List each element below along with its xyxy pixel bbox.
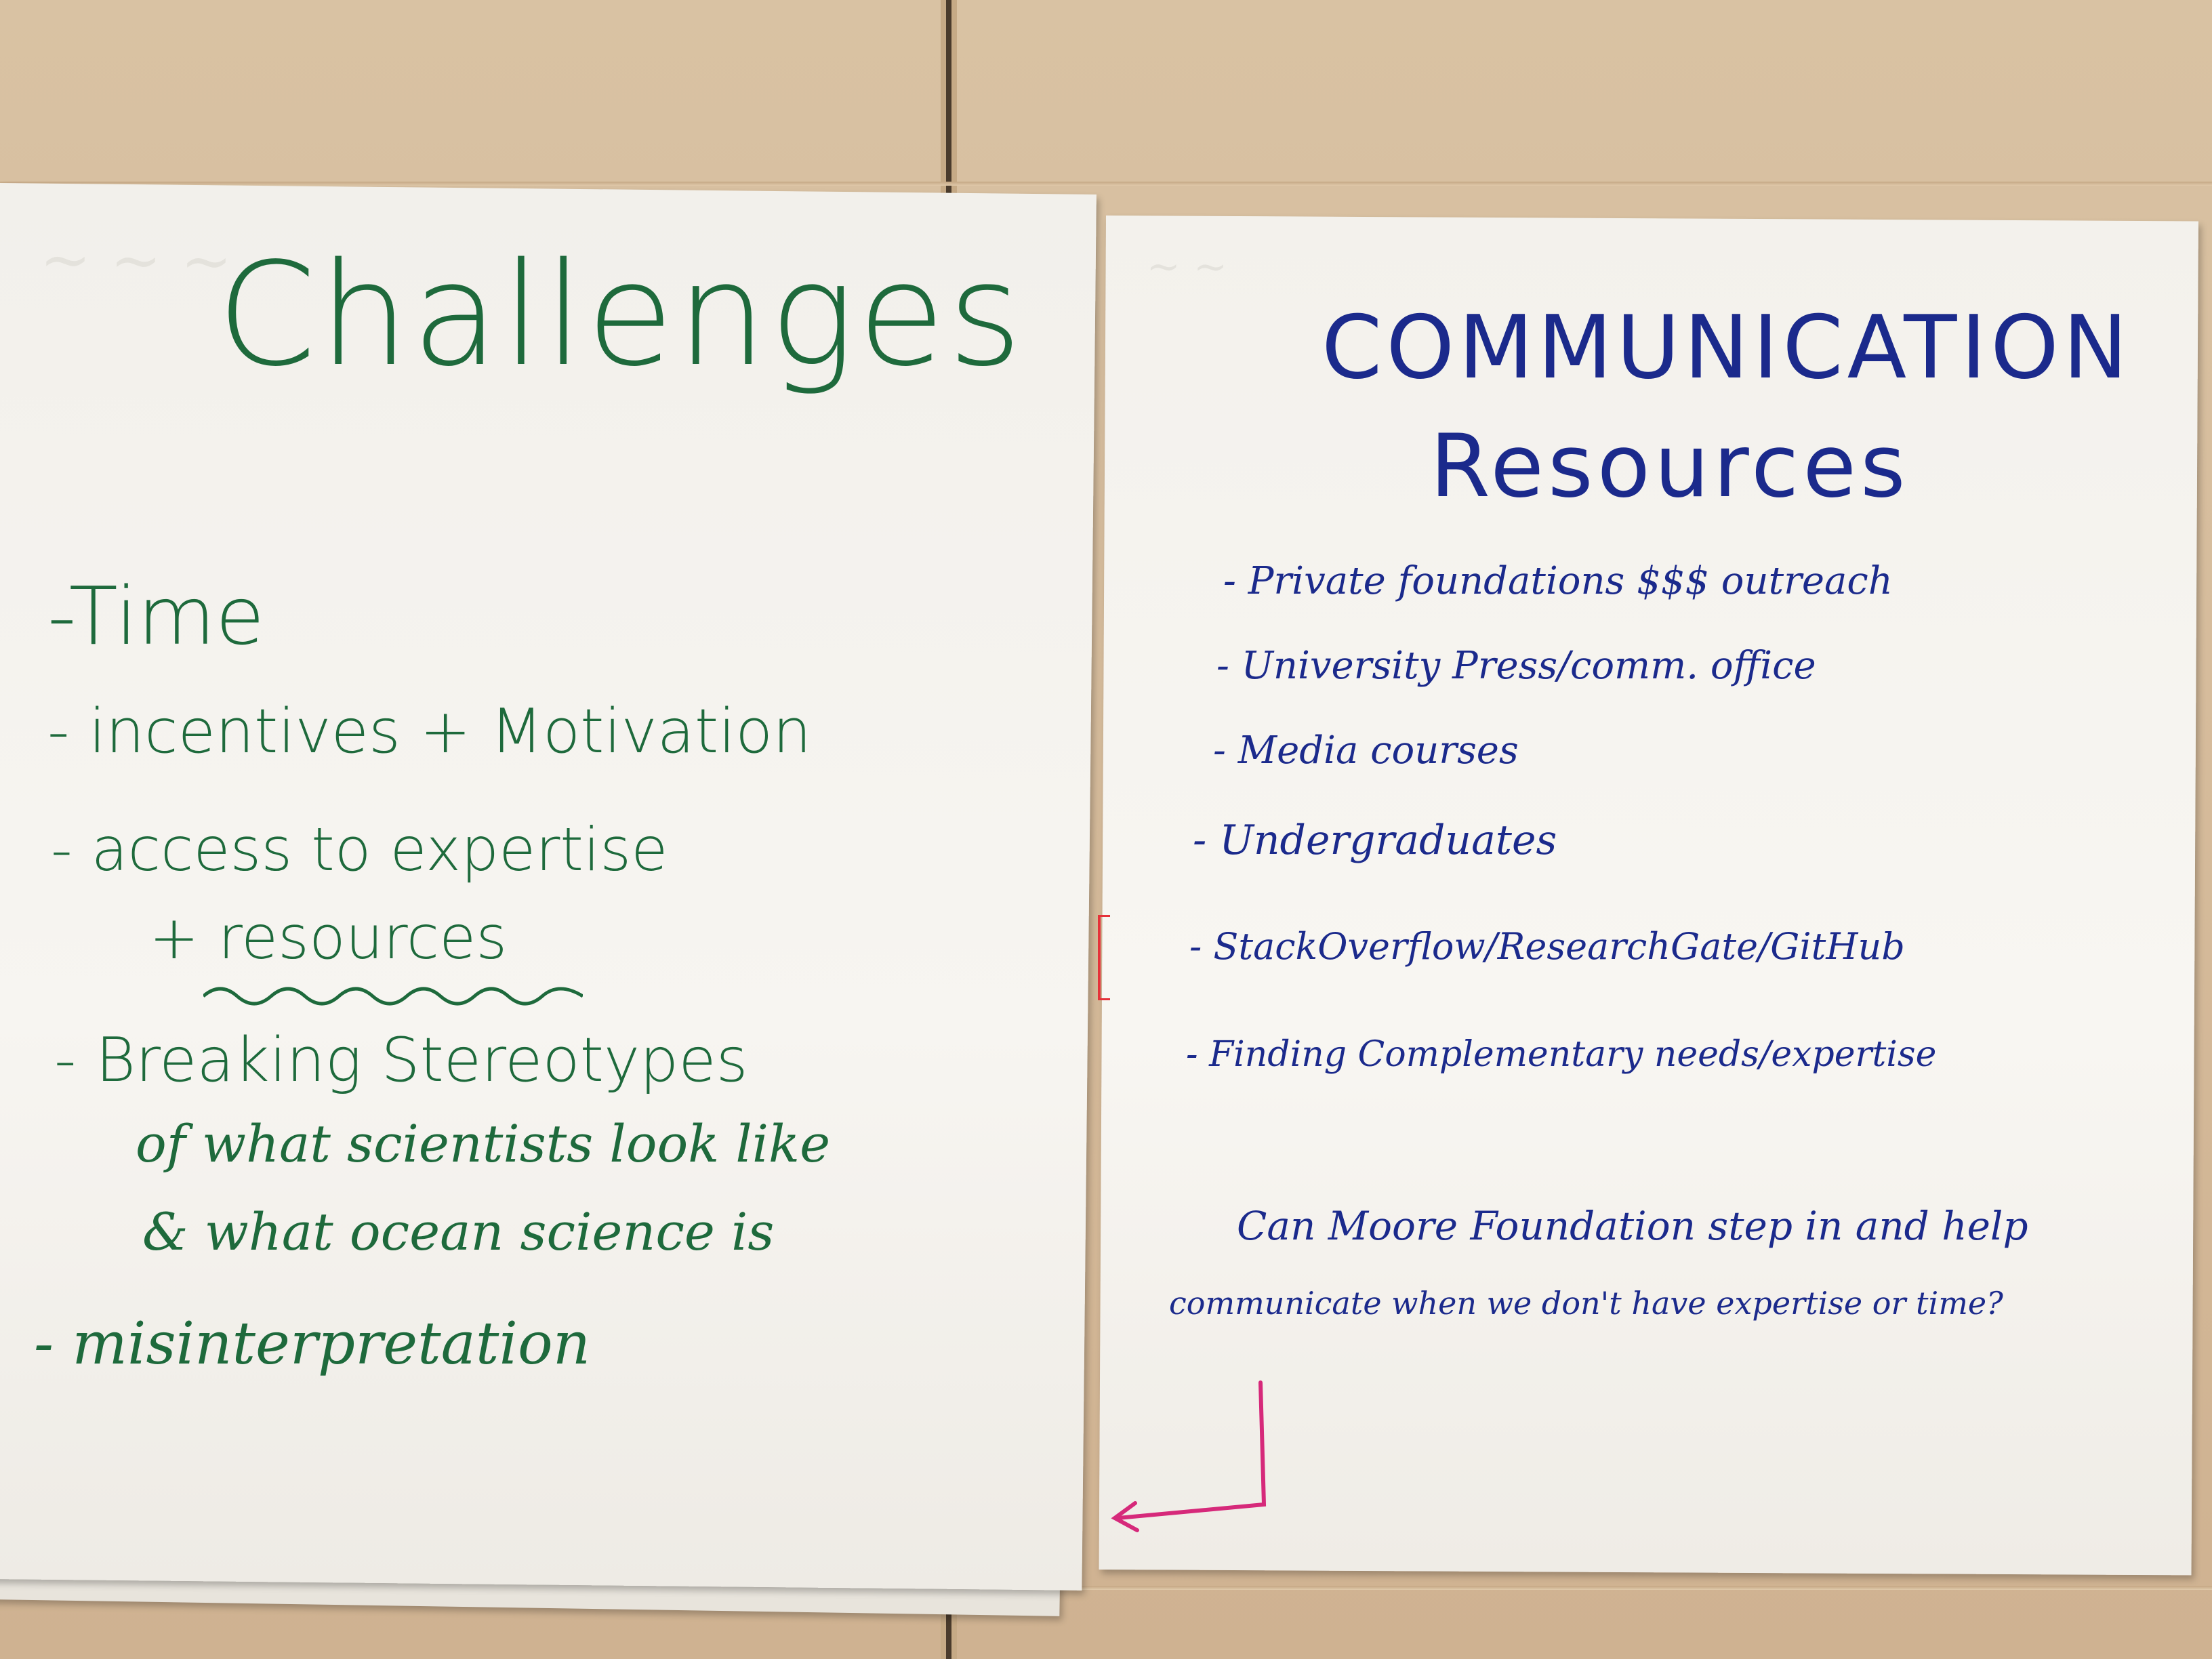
- list-item: - Media courses: [1213, 729, 1519, 773]
- bleed-through-text: ~ ~: [1146, 243, 1228, 291]
- challenges-title: Challenges: [217, 232, 1025, 398]
- list-item: - Undergraduates: [1193, 817, 1557, 864]
- question-line: Can Moore Foundation step in and help: [1237, 1203, 2028, 1249]
- red-marker-mark: [1098, 915, 1110, 1000]
- squiggle-underline: [203, 987, 583, 1006]
- wall-seam: [0, 1586, 2212, 1590]
- question-line: communicate when we don't have expertise…: [1169, 1285, 2003, 1322]
- list-item: -Time: [47, 569, 265, 663]
- list-item: of what scientists look like: [136, 1113, 831, 1174]
- list-item: - incentives + Motivation: [47, 696, 812, 767]
- list-item: - misinterpretation: [34, 1310, 591, 1378]
- list-item: - University Press/comm. office: [1216, 644, 1816, 688]
- list-item: - Breaking Stereotypes: [54, 1025, 748, 1096]
- list-item: - Finding Complementary needs/expertise: [1186, 1034, 1937, 1075]
- list-item: - Private foundations $$$ outreach: [1223, 559, 1893, 603]
- communication-title: COMMUNICATION: [1322, 298, 2132, 398]
- list-item: - StackOverflow/ResearchGate/GitHub: [1189, 925, 1905, 968]
- wall-seam: [0, 182, 2212, 186]
- list-item: + resources: [149, 903, 508, 972]
- resources-title: Resources: [1430, 416, 1910, 517]
- bleed-through-text: ~ ~ ~: [39, 224, 232, 298]
- list-item: - access to expertise: [51, 815, 668, 884]
- arrow-icon: [1111, 1380, 1267, 1532]
- list-item: & what ocean science is: [142, 1202, 775, 1262]
